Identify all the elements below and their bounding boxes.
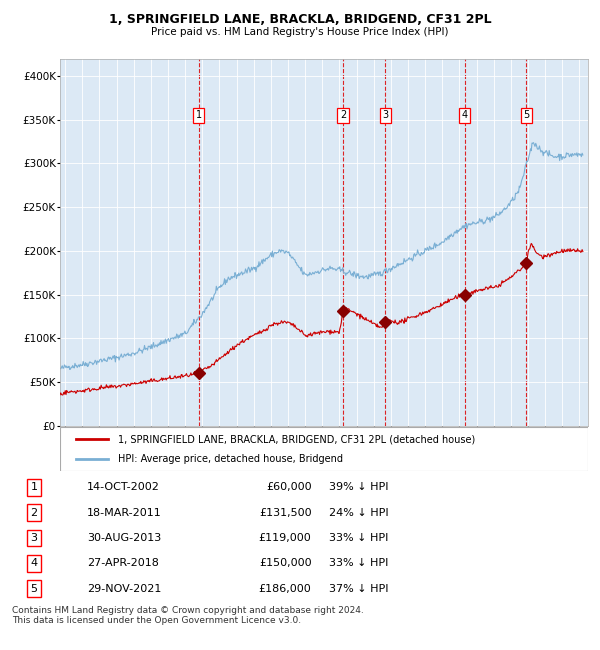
Text: 24% ↓ HPI: 24% ↓ HPI: [329, 508, 388, 517]
Text: 4: 4: [31, 558, 37, 568]
Text: £186,000: £186,000: [259, 584, 311, 593]
Text: 2: 2: [31, 508, 37, 517]
Text: 33% ↓ HPI: 33% ↓ HPI: [329, 558, 388, 568]
Text: 5: 5: [523, 111, 530, 120]
Text: 3: 3: [382, 111, 388, 120]
Text: 1, SPRINGFIELD LANE, BRACKLA, BRIDGEND, CF31 2PL (detached house): 1, SPRINGFIELD LANE, BRACKLA, BRIDGEND, …: [118, 434, 475, 445]
Text: 29-NOV-2021: 29-NOV-2021: [87, 584, 161, 593]
Text: £131,500: £131,500: [259, 508, 311, 517]
Text: 39% ↓ HPI: 39% ↓ HPI: [329, 482, 388, 492]
Text: 1: 1: [31, 482, 37, 492]
Text: Price paid vs. HM Land Registry's House Price Index (HPI): Price paid vs. HM Land Registry's House …: [151, 27, 449, 37]
Text: 37% ↓ HPI: 37% ↓ HPI: [329, 584, 388, 593]
Text: 1: 1: [196, 111, 202, 120]
Text: £60,000: £60,000: [266, 482, 311, 492]
Text: HPI: Average price, detached house, Bridgend: HPI: Average price, detached house, Brid…: [118, 454, 343, 464]
FancyBboxPatch shape: [60, 427, 588, 471]
Text: 18-MAR-2011: 18-MAR-2011: [87, 508, 161, 517]
Text: 33% ↓ HPI: 33% ↓ HPI: [329, 533, 388, 543]
Text: £150,000: £150,000: [259, 558, 311, 568]
Text: 27-APR-2018: 27-APR-2018: [87, 558, 159, 568]
Text: 2: 2: [340, 111, 346, 120]
Text: 4: 4: [462, 111, 468, 120]
Text: £119,000: £119,000: [259, 533, 311, 543]
Text: 5: 5: [31, 584, 37, 593]
Text: 3: 3: [31, 533, 37, 543]
Text: 14-OCT-2002: 14-OCT-2002: [87, 482, 160, 492]
Text: 30-AUG-2013: 30-AUG-2013: [87, 533, 161, 543]
Text: 1, SPRINGFIELD LANE, BRACKLA, BRIDGEND, CF31 2PL: 1, SPRINGFIELD LANE, BRACKLA, BRIDGEND, …: [109, 13, 491, 26]
Text: Contains HM Land Registry data © Crown copyright and database right 2024.
This d: Contains HM Land Registry data © Crown c…: [12, 606, 364, 625]
